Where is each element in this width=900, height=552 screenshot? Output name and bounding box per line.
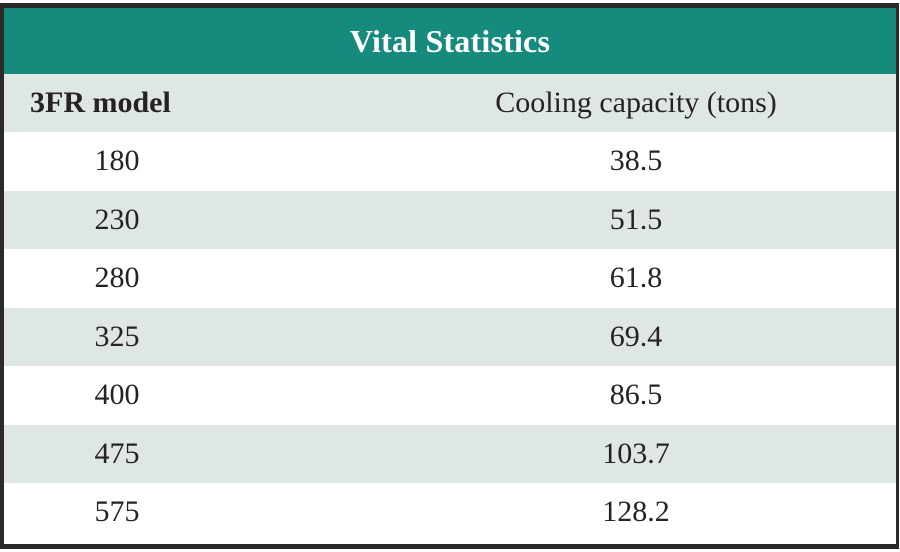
cell-capacity: 128.2 <box>602 495 670 529</box>
table-title: Vital Statistics <box>349 22 551 59</box>
cell-model: 575 <box>94 495 140 529</box>
table-header-row: 3FR model Cooling capacity (tons) <box>4 74 896 132</box>
cell-model: 475 <box>94 436 140 470</box>
table-row: 325 69.4 <box>4 307 896 366</box>
cell-model: 325 <box>94 319 140 353</box>
vital-statistics-table: Vital Statistics 3FR model Cooling capac… <box>0 3 899 549</box>
table-row: 575 128.2 <box>4 483 896 542</box>
cell-model: 400 <box>94 378 140 412</box>
table-row: 280 61.8 <box>4 249 896 308</box>
cell-model: 280 <box>94 261 140 295</box>
cell-capacity: 103.7 <box>602 436 670 470</box>
table-row: 475 103.7 <box>4 424 896 483</box>
table-row: 230 51.5 <box>4 190 896 249</box>
cell-capacity: 51.5 <box>609 202 663 236</box>
table-row: 400 86.5 <box>4 366 896 425</box>
table-row: 180 38.5 <box>4 132 896 191</box>
cell-model: 180 <box>94 144 140 178</box>
column-header-model: 3FR model <box>30 86 171 119</box>
table-title-bar: Vital Statistics <box>4 8 896 74</box>
cell-capacity: 69.4 <box>609 319 663 353</box>
column-header-capacity: Cooling capacity (tons) <box>495 86 777 119</box>
cell-model: 230 <box>94 202 140 236</box>
cell-capacity: 86.5 <box>609 378 663 412</box>
cell-capacity: 38.5 <box>609 144 663 178</box>
cell-capacity: 61.8 <box>609 261 663 295</box>
